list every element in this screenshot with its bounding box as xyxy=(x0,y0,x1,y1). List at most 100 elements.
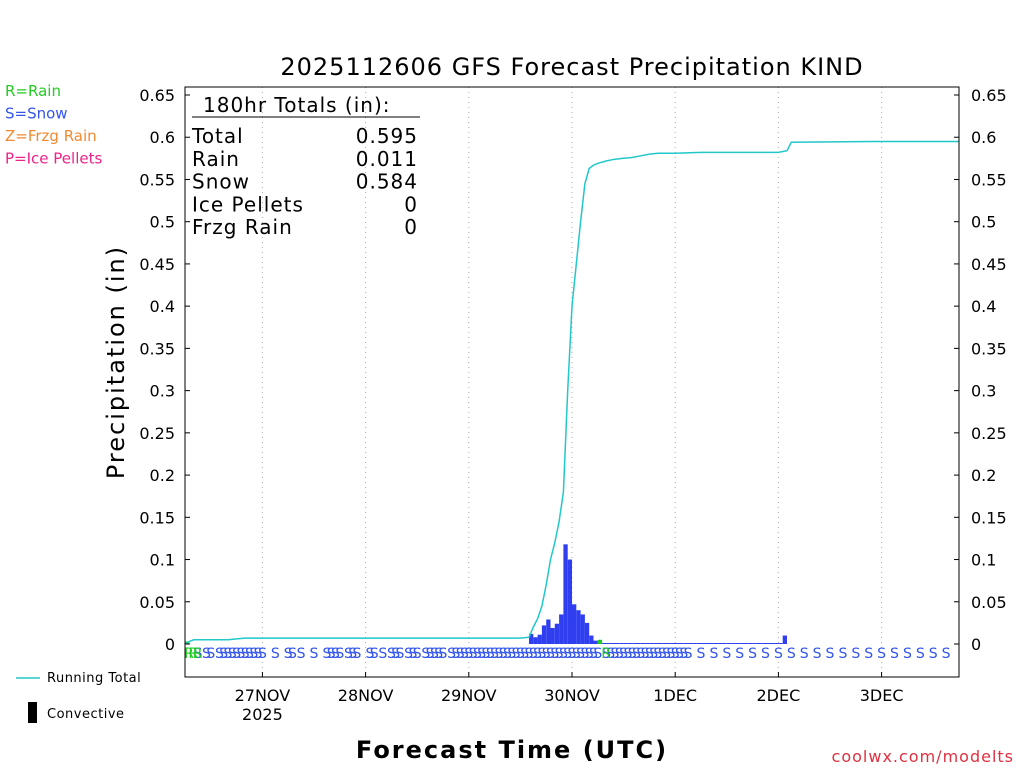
precip-bar xyxy=(696,643,701,644)
precip-bar xyxy=(550,627,555,644)
snow-mark: S xyxy=(774,646,783,662)
snow-mark: S xyxy=(413,646,422,662)
snow-mark: S xyxy=(684,646,693,662)
precip-bar xyxy=(782,635,787,644)
precip-bar xyxy=(559,614,564,644)
totals-value: 0.011 xyxy=(356,147,418,171)
x-tick-label: 28NOV xyxy=(338,686,394,705)
precip-bar xyxy=(679,643,684,644)
rain-mark: R xyxy=(601,646,611,662)
precip-bar xyxy=(709,643,714,644)
snow-mark: S xyxy=(249,646,258,662)
y-tick-label-right: 0.25 xyxy=(971,424,1007,443)
precip-bar xyxy=(670,643,676,644)
snow-mark: S xyxy=(550,646,559,662)
snow-mark: S xyxy=(520,646,529,662)
snow-mark: S xyxy=(903,646,912,662)
snow-mark: S xyxy=(365,646,374,662)
precip-bar xyxy=(756,643,762,644)
snow-mark: S xyxy=(473,646,482,662)
y-axis-ticks: 0 00.05 0.050.1 0.10.15 0.150.2 0.20.25 0.250.… xyxy=(139,86,1006,654)
precip-bar xyxy=(683,643,689,644)
y-axis-label: Precipitation (in) xyxy=(102,245,130,479)
snow-mark: S xyxy=(542,646,551,662)
snow-mark: S xyxy=(611,646,620,662)
precip-bars xyxy=(185,544,787,644)
snow-mark: S xyxy=(202,646,211,662)
precip-bar xyxy=(662,643,667,644)
y-tick-label-right: 0.05 xyxy=(971,593,1007,612)
totals-header: 180hr Totals (in): xyxy=(203,93,391,117)
precip-bar xyxy=(572,604,577,644)
y-tick-label-left: 0.45 xyxy=(139,255,175,274)
snow-mark: S xyxy=(877,646,886,662)
snow-mark: S xyxy=(396,646,405,662)
precip-bar xyxy=(632,643,637,644)
precip-bar xyxy=(623,643,628,644)
snow-mark: S xyxy=(327,646,336,662)
snow-mark: S xyxy=(241,646,250,662)
snow-mark: S xyxy=(219,646,228,662)
precip-bar xyxy=(589,635,594,644)
precip-bar xyxy=(537,634,542,644)
snow-mark: S xyxy=(929,646,938,662)
precip-bar xyxy=(765,643,770,644)
y-tick-label-left: 0.1 xyxy=(150,551,175,570)
snow-mark: S xyxy=(297,646,306,662)
y-tick-label-left: 0.05 xyxy=(139,593,175,612)
snow-mark: S xyxy=(666,646,675,662)
y-tick-label-right: 0.45 xyxy=(971,255,1007,274)
snow-mark: S xyxy=(838,646,847,662)
snow-mark: S xyxy=(430,646,439,662)
snow-mark: S xyxy=(215,646,224,662)
precip-bar xyxy=(675,643,680,644)
snow-mark: S xyxy=(439,646,448,662)
precip-bar xyxy=(619,643,624,644)
snow-mark: S xyxy=(503,646,512,662)
precip-bar xyxy=(636,643,641,644)
snow-mark: S xyxy=(271,646,280,662)
snow-mark: S xyxy=(563,646,572,662)
running-total-group xyxy=(184,140,959,645)
snow-mark: S xyxy=(245,646,254,662)
snow-mark: S xyxy=(572,646,581,662)
snow-mark: S xyxy=(494,646,503,662)
precip-bar xyxy=(541,625,547,644)
totals-label: Ice Pellets xyxy=(192,192,304,216)
snow-mark: S xyxy=(632,646,641,662)
snow-mark: S xyxy=(890,646,899,662)
precip-bar xyxy=(739,643,744,644)
y-tick-label-left: 0.2 xyxy=(150,466,175,485)
precip-bar xyxy=(546,619,551,644)
precip-bar xyxy=(722,643,727,644)
x-tick-label: 1DEC xyxy=(653,686,697,705)
y-tick-label-right: 0.6 xyxy=(971,128,996,147)
ptype-legend-item: S=Snow xyxy=(5,105,68,123)
precip-bar xyxy=(584,622,590,644)
y-tick-label-left: 0.6 xyxy=(150,128,175,147)
rain-mark: R xyxy=(184,646,194,662)
snow-mark: S xyxy=(469,646,478,662)
snow-mark: S xyxy=(206,646,215,662)
totals-value: 0 xyxy=(404,215,418,239)
precip-bar xyxy=(529,633,534,644)
snow-mark: S xyxy=(697,646,706,662)
y-tick-label-right: 0.2 xyxy=(971,466,996,485)
snow-mark: S xyxy=(533,646,542,662)
totals-label: Snow xyxy=(192,170,250,194)
snow-mark: S xyxy=(512,646,521,662)
snow-mark: S xyxy=(580,646,589,662)
snow-mark: S xyxy=(942,646,951,662)
snow-mark: S xyxy=(387,646,396,662)
credit-text: coolwx.com/modelts xyxy=(832,747,1014,766)
precip-bar xyxy=(640,643,646,644)
totals-value: 0 xyxy=(404,192,418,216)
snow-mark: S xyxy=(787,646,796,662)
snow-mark: S xyxy=(813,646,822,662)
precip-bar xyxy=(705,643,710,644)
y-tick-label-right: 0.35 xyxy=(971,339,1007,358)
snow-mark: S xyxy=(482,646,491,662)
snow-mark: S xyxy=(606,646,615,662)
